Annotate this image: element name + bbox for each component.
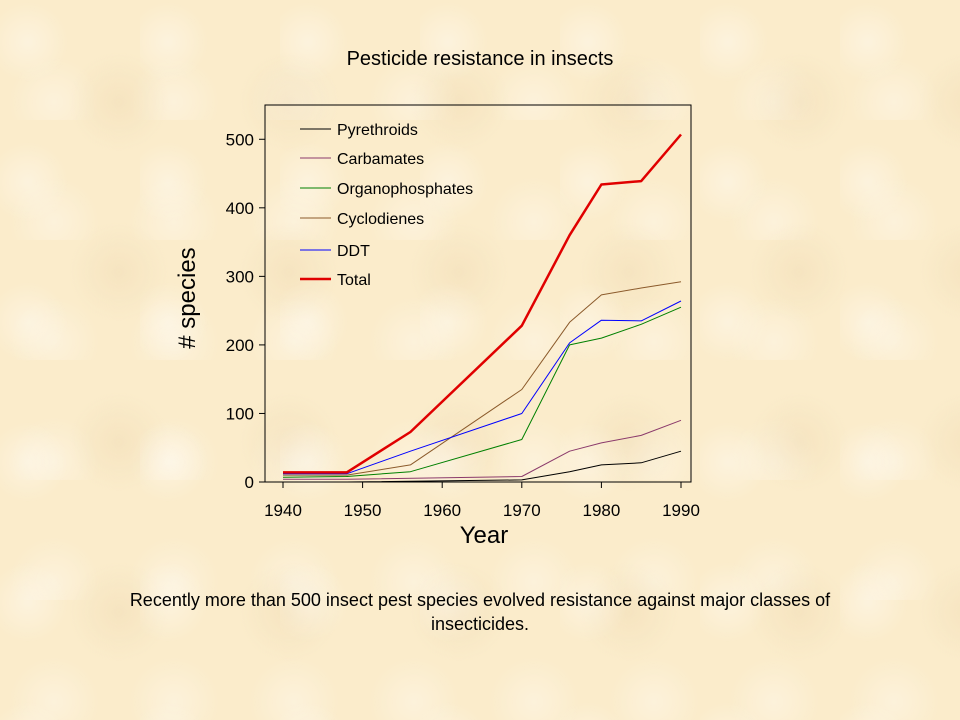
plot-area-frame	[264, 104, 692, 483]
y-tick-label: 0	[245, 473, 254, 492]
x-tick-label: 1940	[264, 501, 302, 520]
y-tick-label: 200	[226, 336, 254, 355]
slide-title: Pesticide resistance in insects	[346, 48, 614, 70]
legend-label-organophosphates: Organophosphates	[337, 181, 473, 198]
x-tick-label: 1950	[344, 501, 382, 520]
legend-label-carbamates: Carbamates	[337, 151, 424, 168]
series-line-total	[283, 133, 682, 474]
legend-label-total: Total	[337, 272, 371, 289]
y-tick-label: 400	[226, 199, 254, 218]
x-tick-label: 1960	[423, 501, 461, 520]
x-tick-label: 1980	[582, 501, 620, 520]
legend-label-cyclodienes: Cyclodienes	[337, 211, 424, 228]
legend-label-pyrethroids: Pyrethroids	[337, 122, 418, 139]
y-tick-label: 300	[226, 267, 254, 286]
y-axis-title: # species	[174, 247, 201, 348]
series-line-ddt	[283, 300, 682, 475]
series-line-carbamates	[283, 419, 682, 480]
y-tick-label: 500	[226, 130, 254, 149]
series-line-cyclodienes	[283, 281, 682, 476]
x-tick-label: 1990	[662, 501, 700, 520]
slide-caption: Recently more than 500 insect pest speci…	[129, 590, 831, 634]
legend-label-ddt: DDT	[337, 243, 370, 260]
x-axis-title: Year	[460, 522, 509, 549]
x-tick-label: 1970	[503, 501, 541, 520]
line-chart: 0 100 200 300 400 500 1940 1950 1960 1970 1980 1990…	[174, 104, 700, 549]
series-line-pyrethroids	[283, 450, 682, 483]
series-line-organophosphates	[282, 306, 682, 478]
y-tick-label: 100	[226, 404, 254, 423]
